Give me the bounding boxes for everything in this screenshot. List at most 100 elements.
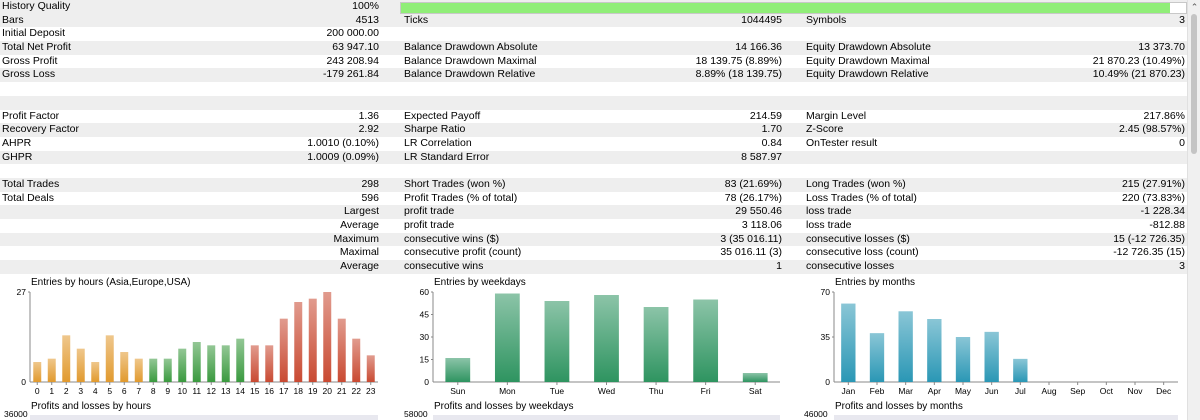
x-tick-label: 17	[279, 386, 289, 396]
metric-value: 15 (-12 726.35)	[1113, 232, 1185, 245]
x-tick-label: 22	[352, 386, 362, 396]
chevron-up-icon[interactable]: ⌃	[1190, 2, 1199, 12]
report-row	[0, 95, 1187, 110]
metric-label: Sharpe Ratio	[404, 123, 466, 136]
metric-value: 2.45 (98.57%)	[1119, 123, 1185, 136]
report-row: Largest profit trade 29 550.46 loss trade -1…	[0, 205, 1187, 219]
y-tick-label: 45	[420, 310, 430, 320]
metric-label: Long Trades (won %)	[806, 177, 906, 190]
metric-value: 3 (35 016.11)	[720, 232, 782, 245]
y-tick-label: 27	[17, 287, 27, 297]
history-quality-bar	[400, 2, 1187, 14]
x-tick-label: 23	[366, 386, 376, 396]
metric-label: Initial Deposit	[2, 27, 66, 40]
metric-value: 1.36	[358, 109, 379, 122]
report-row: Average profit trade 3 118.06 loss trade -81…	[0, 219, 1187, 233]
metric-value: 13 373.70	[1138, 41, 1185, 54]
metric-value: 29 550.46	[735, 205, 782, 218]
bar	[594, 295, 619, 382]
x-tick-label: Sep	[1070, 386, 1085, 396]
metric-label: LR Correlation	[404, 136, 472, 149]
report-row: Recovery Factor 2.92 Sharpe Ratio 1.70 Z-Sco…	[0, 123, 1187, 137]
x-tick-label: 21	[337, 386, 347, 396]
bar	[163, 358, 172, 382]
x-tick-label: 6	[122, 386, 127, 396]
x-tick-label: 1	[49, 386, 54, 396]
group-label: Maximum	[333, 232, 379, 245]
bar	[265, 345, 274, 382]
bar	[91, 362, 100, 382]
metric-label: Balance Drawdown Maximal	[404, 54, 537, 67]
metric-label: Symbols	[806, 13, 847, 26]
report-row: Total Net Profit 63 947.10 Balance Drawdow…	[0, 41, 1187, 55]
y-tick-label: 70	[821, 287, 831, 297]
metric-value: 2.92	[358, 123, 379, 136]
metric-value: 3 118.06	[741, 219, 782, 231]
report-row: Gross Loss -179 261.84 Balance Drawdown Re…	[0, 68, 1187, 83]
metric-label: Gross Profit	[2, 54, 58, 67]
metric-label: consecutive profit (count)	[404, 246, 522, 259]
bar	[841, 303, 856, 382]
report-row-history-quality: History Quality 100%	[0, 0, 1187, 14]
x-tick-label: 20	[323, 386, 333, 396]
metric-label: Total Deals	[2, 191, 54, 204]
report-row: Maximal consecutive profit (count) 35 016.…	[0, 246, 1187, 260]
x-tick-label: Wed	[598, 386, 616, 396]
metric-value: 1.0009 (0.09%)	[307, 150, 379, 163]
bar	[366, 355, 375, 382]
metric-value: 10.49% (21 870.23)	[1092, 68, 1185, 81]
x-tick-label: Mon	[499, 386, 516, 396]
pl-plot-strip	[30, 415, 378, 420]
bar	[192, 342, 201, 382]
metric-label: Profit Trades (% of total)	[404, 191, 518, 204]
metric-value: 8.89% (18 139.75)	[695, 68, 782, 81]
bar	[955, 337, 971, 382]
metric-label: Profit Factor	[2, 109, 60, 122]
metric-label: Equity Drawdown Maximal	[806, 54, 930, 67]
metric-value: 1.70	[761, 123, 782, 136]
metric-value: 1044495	[741, 13, 782, 26]
metric-value: -179 261.84	[322, 68, 379, 81]
x-tick-label: 9	[165, 386, 170, 396]
bar	[693, 299, 719, 382]
pl-max-label: 46000	[804, 409, 828, 419]
metric-value: 83 (21.69%)	[724, 177, 782, 190]
metric-label: Expected Payoff	[404, 109, 481, 122]
metric-value: 3	[1179, 260, 1185, 273]
bar	[221, 345, 230, 382]
metric-label: GHPR	[2, 150, 33, 163]
vertical-scrollbar[interactable]: ⌃	[1187, 0, 1200, 420]
bar	[898, 311, 913, 382]
y-tick-label: 0	[424, 377, 429, 387]
group-label: Maximal	[339, 246, 379, 259]
bar	[178, 348, 187, 382]
bar	[207, 345, 216, 382]
x-tick-label: 18	[294, 386, 304, 396]
bar	[149, 358, 158, 382]
history-quality-value: 100%	[352, 0, 379, 12]
group-label: Largest	[343, 205, 379, 218]
x-tick-label: 5	[107, 386, 112, 396]
metric-value: 298	[361, 177, 379, 190]
bar	[294, 302, 303, 382]
y-tick-label: 0	[21, 377, 26, 387]
x-tick-label: 4	[93, 386, 98, 396]
metric-label: Total Net Profit	[2, 41, 71, 54]
report-row: Profit Factor 1.36 Expected Payoff 214.59 Ma…	[0, 110, 1187, 124]
x-tick-label: Sun	[450, 386, 465, 396]
metric-value: 0.84	[761, 136, 782, 149]
chart-title: Entries by hours (Asia,Europe,USA)	[31, 277, 191, 288]
metric-value: 214.59	[749, 109, 782, 122]
bar	[76, 348, 85, 382]
report-row: Gross Profit 243 208.94 Balance Drawdown M…	[0, 55, 1187, 69]
bar	[33, 362, 42, 382]
scrollbar-thumb[interactable]	[1191, 14, 1197, 154]
x-tick-label: 3	[78, 386, 83, 396]
metric-label: profit trade	[404, 205, 455, 218]
metric-value: 220 (73.83%)	[1121, 191, 1185, 204]
metric-value: -1 228.34	[1140, 205, 1185, 218]
metric-label: OnTester result	[806, 136, 878, 149]
group-label: Average	[340, 219, 379, 231]
metric-label: Balance Drawdown Absolute	[404, 41, 538, 54]
